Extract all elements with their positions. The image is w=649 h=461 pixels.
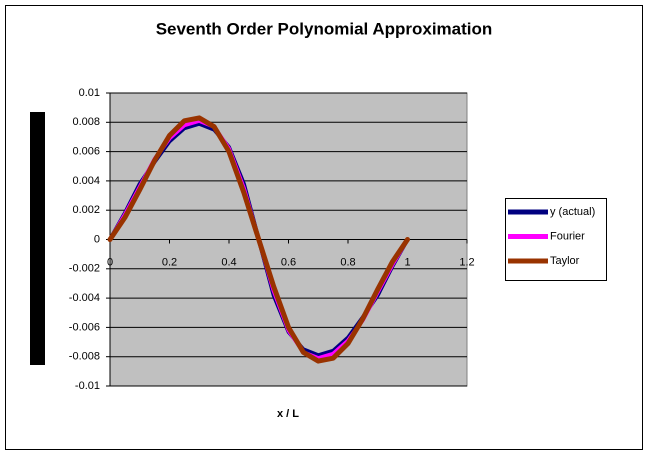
legend-label: y (actual) <box>550 206 595 218</box>
y-tick-label: -0.002 <box>69 263 100 275</box>
y-tick-label: -0.008 <box>69 351 100 363</box>
y-axis-title-block <box>30 112 45 365</box>
y-tick-label: 0.01 <box>79 87 100 99</box>
x-tick-label: 0.8 <box>340 256 355 268</box>
y-tick-label: -0.01 <box>75 380 100 392</box>
x-tick-label: 0 <box>107 256 113 268</box>
series-line <box>107 115 410 364</box>
x-tick-label: 0.6 <box>281 256 296 268</box>
y-tick-label: 0.006 <box>72 146 100 158</box>
x-tick-label: 0.4 <box>221 256 236 268</box>
x-tick-label: 0.2 <box>162 256 177 268</box>
legend-label: Taylor <box>550 255 580 267</box>
y-tick-label: -0.004 <box>69 292 100 304</box>
x-tick-label: 1 <box>404 256 410 268</box>
y-tick-label: 0.004 <box>72 175 100 187</box>
y-tick-label: 0.002 <box>72 204 100 216</box>
chart-title: Seventh Order Polynomial Approximation <box>156 19 493 38</box>
legend-label: Fourier <box>550 230 585 242</box>
x-tick-label: 1.2 <box>459 256 474 268</box>
y-tick-label: 0.008 <box>72 116 100 128</box>
y-tick-label: 0 <box>94 233 100 245</box>
x-axis-label: x / L <box>277 408 299 420</box>
y-tick-label: -0.006 <box>69 321 100 333</box>
